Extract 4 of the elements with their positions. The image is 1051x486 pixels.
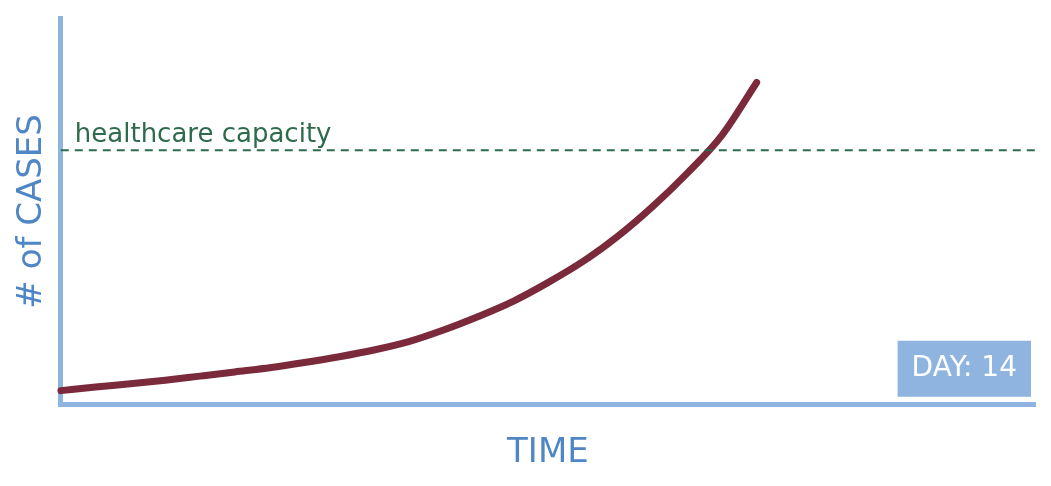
annotation: DAY: 14: [911, 350, 1017, 384]
ref-line-label: healthcare capacity: [74, 117, 332, 148]
y-axis-title: # of CASES: [9, 114, 50, 309]
x-axis-title: TIME: [506, 430, 589, 471]
